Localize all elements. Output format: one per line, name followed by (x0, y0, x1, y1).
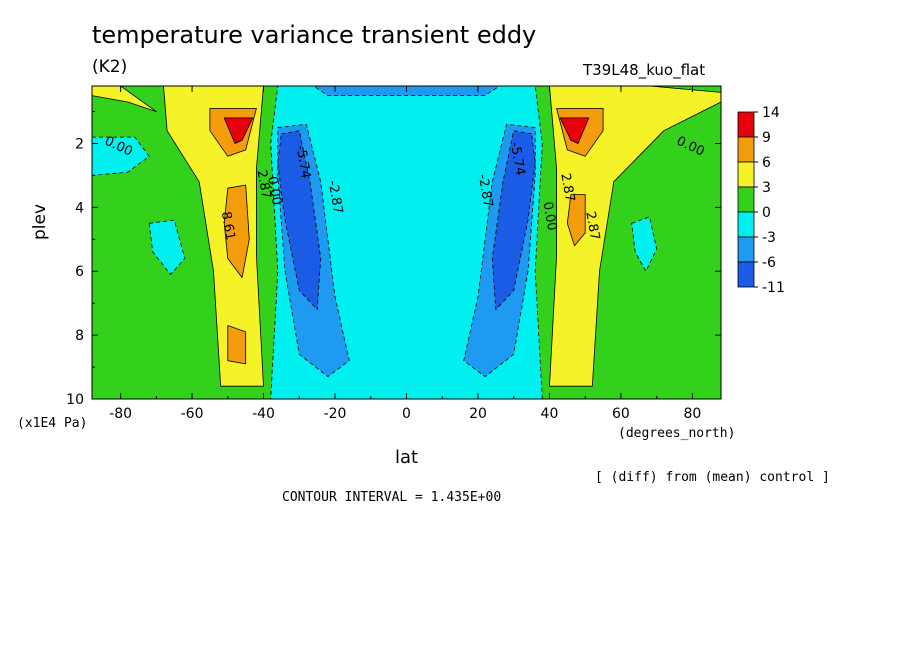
contour-label: -5.74 (507, 141, 528, 177)
contour-label: 0.00 (539, 201, 559, 232)
contour-region-19 (559, 117, 590, 144)
contour-region-11 (92, 86, 157, 112)
diff-note: [ (diff) from (mean) control ] (595, 470, 830, 485)
y-axis-units: (x1E4 Pa) (17, 416, 88, 431)
contour-label: 2.87 (582, 210, 602, 241)
x-tick-label: -20 (324, 406, 347, 422)
x-tick-label: -60 (181, 406, 204, 422)
contour-label: 2.87 (557, 172, 577, 203)
run-label: T39L48_kuo_flat (583, 61, 706, 79)
contour-region-10 (163, 86, 264, 387)
colorbar-swatch (737, 161, 755, 188)
colorbar-swatch (737, 211, 755, 238)
contour-label: 0.00 (264, 175, 284, 206)
x-tick-label: 60 (612, 406, 630, 422)
x-tick-label: -40 (252, 406, 275, 422)
contour-region-2 (92, 136, 150, 176)
colorbar-swatch (737, 186, 755, 213)
colorbar-label: -3 (762, 230, 776, 246)
contour-region-17 (566, 194, 586, 247)
contour-label: -2.87 (325, 179, 346, 215)
colorbar-label: -6 (762, 255, 776, 271)
contour-region-18 (223, 117, 254, 144)
contour-region-9 (491, 130, 536, 311)
x-axis-label: lat (395, 447, 419, 468)
colorbar-swatch (737, 111, 755, 138)
y-tick-label: 2 (75, 136, 84, 152)
y-axis-label: plev (30, 203, 50, 240)
contour-interval: CONTOUR INTERVAL = 1.435E+00 (282, 490, 502, 505)
y-tick-label: 6 (75, 264, 84, 280)
y-tick-label: 4 (75, 200, 84, 216)
colorbar-swatch (737, 261, 755, 288)
colorbar-swatch (737, 136, 755, 163)
colorbar-label: 14 (762, 105, 780, 121)
contour-region-14 (223, 184, 250, 279)
colorbar-label: 0 (762, 205, 771, 221)
colorbar-label: 9 (762, 130, 771, 146)
x-tick-label: 40 (541, 406, 559, 422)
contour-label: 2.87 (254, 169, 274, 200)
contour-label: 8.61 (218, 210, 238, 241)
contour-region-15 (227, 325, 247, 365)
colorbar-label: 6 (762, 155, 771, 171)
x-tick-label: 20 (469, 406, 487, 422)
colorbar-label: 3 (762, 180, 771, 196)
x-tick-label: 0 (402, 406, 411, 422)
contour-region-12 (549, 86, 721, 387)
colorbar-label: -11 (762, 280, 785, 296)
contour-label: -5.74 (292, 144, 313, 180)
chart-title: temperature variance transient eddy (92, 21, 537, 49)
contour-region-3 (148, 219, 186, 275)
contour-region-8 (277, 130, 322, 311)
colorbar-swatch (737, 236, 755, 263)
y-tick-label: 8 (75, 328, 84, 344)
contour-region-4 (631, 216, 658, 272)
y-tick-label: 10 (66, 392, 84, 408)
contour-label: -2.87 (475, 173, 496, 209)
x-tick-label: -80 (109, 406, 132, 422)
chart-units: (K2) (92, 57, 128, 77)
x-tick-label: 80 (683, 406, 701, 422)
x-axis-units: (degrees_north) (618, 426, 736, 441)
